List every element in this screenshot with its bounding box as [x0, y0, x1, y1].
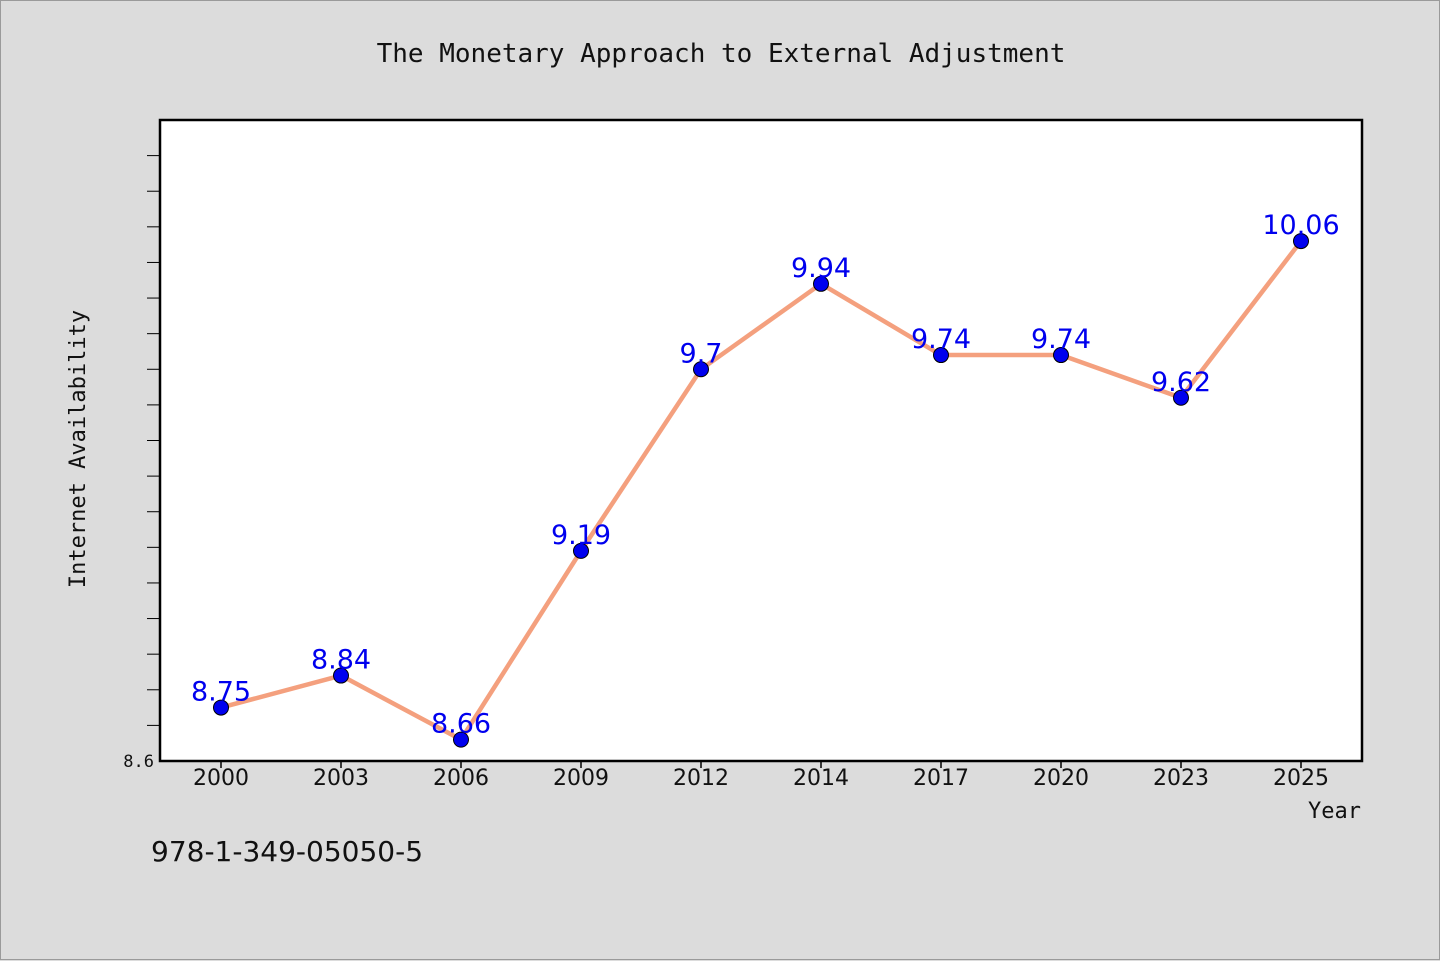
data-point	[1173, 389, 1189, 406]
y-axis-ticks	[147, 155, 160, 726]
plot-area	[158, 118, 1364, 763]
y-axis-title: Internet Availability	[66, 310, 91, 588]
data-label: 9.19	[551, 520, 611, 551]
data-point	[933, 347, 949, 364]
x-tick-label: 2000	[193, 766, 249, 791]
data-point	[213, 699, 229, 716]
x-tick-label: 2020	[1033, 766, 1089, 791]
isbn-text: 978-1-349-05050-5	[151, 835, 424, 868]
x-tick-label: 2023	[1153, 766, 1209, 791]
data-label: 9.74	[911, 324, 971, 355]
data-point	[573, 542, 589, 559]
data-point	[453, 731, 469, 748]
data-label: 8.66	[431, 709, 491, 740]
data-label: 9.74	[1031, 324, 1091, 355]
series-line-group	[218, 238, 1304, 742]
x-tick-label: 2003	[313, 766, 369, 791]
x-tick-label: 2012	[673, 766, 729, 791]
data-label: 9.62	[1151, 367, 1211, 398]
x-tick-label: 2014	[793, 766, 849, 791]
x-tick-label: 2006	[433, 766, 489, 791]
data-points	[213, 233, 1309, 748]
x-axis-title: Year	[1308, 799, 1361, 824]
x-tick-label: 2025	[1273, 766, 1329, 791]
series-line	[218, 238, 1304, 742]
data-point	[333, 667, 349, 684]
y-tick-label: 8.6	[123, 752, 154, 772]
data-label: 9.94	[791, 253, 851, 284]
x-axis-ticks	[220, 761, 1302, 768]
chart-title: The Monetary Approach to External Adjust…	[377, 39, 1066, 69]
data-label: 8.75	[191, 677, 251, 708]
y-axis-tick-labels: 8.6	[123, 752, 154, 772]
data-point	[813, 275, 829, 292]
data-label: 9.7	[680, 338, 723, 369]
x-axis-tick-labels: 2000 2003 2006 2009 2012 2014 2017 2020 2023 2025	[193, 766, 1329, 791]
data-label: 8.84	[311, 645, 371, 676]
x-tick-label: 2009	[553, 766, 609, 791]
data-point	[1053, 347, 1069, 364]
data-point	[1293, 233, 1309, 250]
data-label: 10.06	[1262, 210, 1339, 241]
x-tick-label: 2017	[913, 766, 969, 791]
data-point	[693, 361, 709, 378]
data-labels: 8.75 8.84 8.66 9.19 9.7 9.94 9.74 9.74 9.62 10.06	[191, 210, 1340, 740]
